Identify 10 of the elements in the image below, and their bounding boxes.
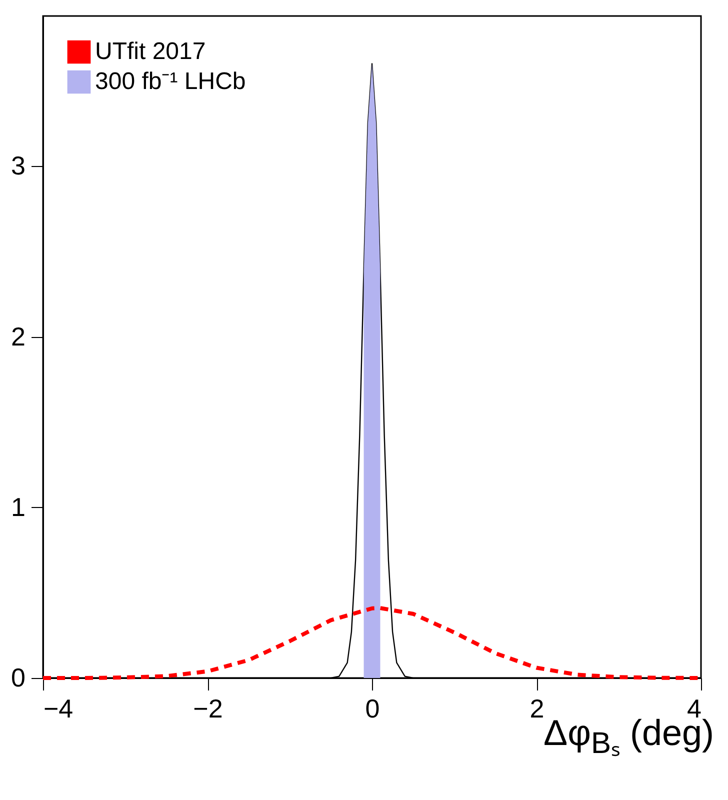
- y-tick-label: 1: [11, 492, 26, 522]
- x-tick-label: 0: [365, 694, 380, 724]
- x-tick-label: −4: [44, 694, 74, 724]
- legend-label: UTfit 2017: [95, 38, 206, 65]
- y-tick-label: 3: [11, 150, 26, 181]
- y-tick-label: 2: [11, 321, 26, 352]
- x-tick-label: −2: [193, 694, 223, 724]
- y-tick-label: 0: [11, 662, 26, 692]
- x-tick-label: 2: [530, 694, 544, 724]
- legend-label: 300 fb⁻¹ LHCb: [95, 68, 246, 95]
